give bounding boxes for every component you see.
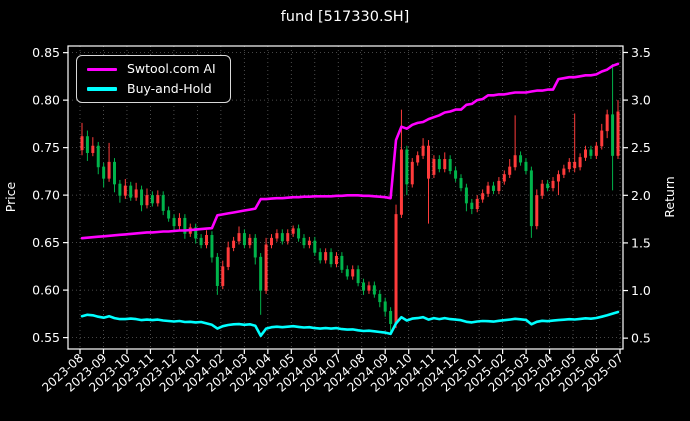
- plot-border: [67, 45, 624, 350]
- return-tick-label: 2.5: [631, 140, 651, 155]
- legend-item-ai: Swtool.com AI: [87, 61, 216, 76]
- legend-label-ai: Swtool.com AI: [127, 61, 216, 76]
- price-tick-label: 0.65: [32, 235, 60, 250]
- return-tick-label: 0.5: [631, 331, 651, 346]
- ai-return-polyline: [80, 62, 620, 240]
- return-tick-label: 1.5: [631, 235, 651, 250]
- chart-title: fund [517330.SH]: [281, 9, 410, 25]
- y-axis-label-return: Return: [662, 176, 677, 217]
- return-tick-label: 2.0: [631, 188, 651, 203]
- return-tick-label: 3.5: [631, 45, 651, 60]
- price-tick-label: 0.55: [32, 330, 60, 345]
- y-axis-label-price: Price: [3, 181, 18, 212]
- ai-strategy-line: [80, 62, 620, 240]
- grid-layer: [68, 46, 623, 349]
- ai-line-swatch: [87, 67, 117, 71]
- price-tick-label: 0.70: [32, 188, 60, 203]
- bh-line-swatch: [87, 87, 117, 91]
- return-tick-label: 1.0: [631, 283, 651, 298]
- price-tick-label: 0.80: [32, 93, 60, 108]
- buy-and-hold-line: [80, 310, 620, 338]
- return-tick-label: 3.0: [631, 93, 651, 108]
- legend-item-bh: Buy-and-Hold: [87, 80, 216, 96]
- price-tick-label: 0.60: [32, 283, 60, 298]
- candlesticks-layer: [80, 64, 620, 335]
- bh-return-polyline: [80, 310, 620, 338]
- legend-label-bh: Buy-and-Hold: [127, 80, 212, 96]
- price-tick-label: 0.75: [32, 140, 60, 155]
- price-tick-label: 0.85: [32, 45, 60, 60]
- legend: Swtool.com AI Buy-and-Hold: [76, 55, 231, 103]
